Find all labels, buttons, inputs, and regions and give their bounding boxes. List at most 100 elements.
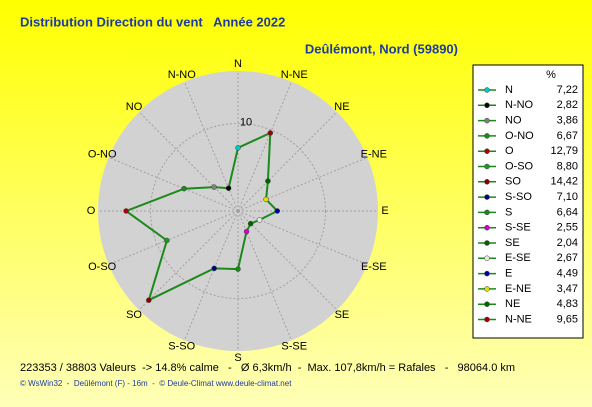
direction-label: S-SE	[281, 341, 307, 353]
legend-label: N-NO	[505, 99, 534, 111]
data-point	[267, 130, 274, 136]
legend-value: 4,83	[557, 298, 578, 310]
data-point	[265, 178, 271, 184]
data-point	[164, 237, 170, 244]
spoke	[237, 210, 368, 266]
data-point	[235, 266, 241, 272]
legend-marker	[484, 224, 490, 231]
legend-value: 8,80	[557, 160, 578, 172]
direction-label: O-SO	[88, 261, 117, 273]
direction-label: E-NE	[361, 149, 387, 161]
spoke	[237, 111, 338, 212]
data-point	[274, 208, 281, 214]
legend-marker	[484, 301, 490, 307]
legend-marker	[484, 117, 490, 124]
legend-label: E	[505, 268, 512, 280]
direction-label: SE	[335, 309, 350, 321]
data-point	[247, 220, 254, 227]
spoke	[183, 210, 239, 341]
direction-label: S-SO	[168, 341, 195, 353]
data-point	[123, 208, 129, 214]
spoke	[237, 156, 368, 212]
direction-label: S	[234, 352, 241, 364]
direction-label: E-SE	[361, 261, 387, 273]
data-point	[263, 196, 269, 203]
legend-value: 2,82	[557, 99, 578, 111]
legend-value: 6,67	[557, 130, 578, 142]
footer: 223353 / 38803 Valeurs -> 14.8% calme - …	[20, 362, 515, 374]
direction-label: N-NO	[168, 69, 197, 81]
spoke	[108, 210, 239, 266]
spoke	[138, 210, 239, 311]
spoke	[237, 81, 293, 212]
spoke	[237, 210, 293, 341]
legend-marker	[484, 87, 490, 93]
legend-label: SE	[505, 237, 520, 249]
legend-value: 4,49	[557, 268, 578, 280]
legend-label: O-NO	[505, 130, 534, 142]
data-point	[256, 217, 263, 223]
direction-label: NO	[126, 101, 143, 113]
spoke	[237, 210, 338, 311]
legend-label: E-SE	[505, 252, 531, 264]
legend-marker	[484, 194, 490, 200]
data-point	[146, 297, 152, 303]
spoke	[138, 111, 239, 212]
legend-value: 7,22	[557, 84, 578, 96]
data-point	[211, 265, 217, 272]
chart-subtitle: Deûlémont, Nord (59890)	[305, 41, 458, 56]
legend-value: 14,42	[550, 176, 578, 188]
legend-label: S-SO	[505, 191, 532, 203]
data-point	[225, 185, 232, 191]
legend-marker	[484, 270, 490, 277]
legend-marker	[484, 316, 490, 323]
legend-value: 3,86	[557, 115, 578, 127]
credits: © WsWin32 - Deûlémont (F) - 16m - © Deul…	[20, 379, 292, 388]
legend-marker	[484, 240, 490, 246]
data-point	[181, 185, 187, 192]
legend-value: 2,04	[557, 237, 578, 249]
legend-marker	[484, 133, 490, 139]
data-point	[243, 228, 250, 235]
legend-marker	[484, 255, 490, 262]
legend-label: NE	[505, 298, 520, 310]
chart-title: Distribution Direction du vent Année 202…	[20, 14, 285, 29]
legend-label: N	[505, 84, 513, 96]
data-point	[211, 184, 217, 190]
direction-label: O	[87, 205, 96, 217]
direction-label: O-NO	[88, 149, 117, 161]
direction-label: N-NE	[281, 69, 308, 81]
direction-label: E	[381, 205, 388, 217]
legend-label: E-NE	[505, 283, 531, 295]
legend-label: SO	[505, 176, 521, 188]
legend-label: S	[505, 206, 512, 218]
direction-label: SO	[126, 309, 142, 321]
legend-value: 7,10	[557, 191, 578, 203]
legend-value: 6,64	[557, 206, 578, 218]
legend-marker	[484, 163, 490, 170]
legend-label: NO	[505, 115, 522, 127]
grid-ring	[150, 123, 326, 299]
data-point	[235, 145, 241, 151]
legend-label: N-NE	[505, 313, 532, 325]
legend-marker	[484, 179, 490, 185]
legend-label: S-SE	[505, 222, 531, 234]
direction-label: NE	[334, 101, 349, 113]
legend-marker	[484, 148, 490, 154]
legend-value: 9,65	[557, 313, 578, 325]
legend-header: %	[546, 69, 556, 81]
legend-marker	[484, 286, 490, 292]
legend-value: 3,47	[557, 283, 578, 295]
spoke	[183, 81, 239, 212]
legend-value: 2,55	[557, 222, 578, 234]
spoke	[108, 156, 239, 212]
legend-value: 2,67	[557, 252, 578, 264]
legend-marker	[484, 102, 490, 109]
legend-marker	[484, 209, 490, 216]
legend-label: O-SO	[505, 160, 534, 172]
direction-label: N	[234, 58, 242, 70]
legend-value: 12,79	[550, 145, 578, 157]
r-tick-label: 10	[240, 116, 252, 128]
legend-label: O	[505, 145, 514, 157]
